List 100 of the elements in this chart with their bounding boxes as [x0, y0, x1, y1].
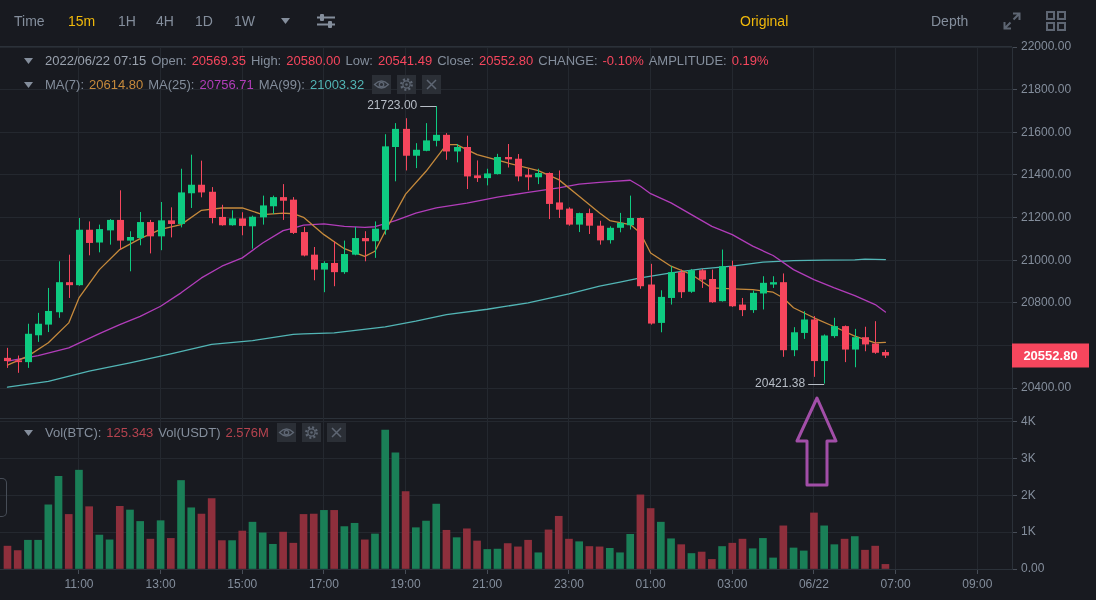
- candlestick: [454, 143, 461, 163]
- candlestick: [699, 268, 706, 289]
- text: 1D: [195, 12, 213, 30]
- annotation: 20580.00: [286, 52, 341, 70]
- bar: [54, 476, 63, 569]
- candlestick: [852, 328, 859, 368]
- annotation: 0.19%: [731, 52, 769, 70]
- bar: [779, 525, 788, 569]
- candlestick: [249, 215, 256, 250]
- candlestick: [280, 183, 287, 221]
- annotation: 21003.32: [309, 75, 365, 94]
- bar: [687, 553, 696, 569]
- bar: [738, 538, 747, 569]
- bar: [463, 528, 471, 569]
- annotation: Low:: [345, 52, 373, 70]
- y-tick-label: 3K: [1021, 450, 1036, 465]
- candlestick: [301, 226, 308, 257]
- bar: [728, 542, 737, 569]
- candlestick: [872, 320, 879, 355]
- candlestick: [556, 169, 563, 219]
- candlestick: [188, 154, 195, 209]
- bar: [95, 534, 104, 569]
- bar: [228, 540, 236, 569]
- y-tick-label: 0.00: [1021, 561, 1045, 576]
- bar: [177, 480, 185, 569]
- x-tick-label: 13:00: [145, 576, 176, 591]
- candlestick: [372, 220, 379, 259]
- text: Time: [14, 12, 45, 30]
- candlestick: [413, 142, 420, 169]
- bar: [115, 505, 124, 569]
- bar: [850, 536, 859, 569]
- bar: [514, 546, 522, 569]
- bar: [330, 510, 338, 569]
- candlestick: [158, 201, 165, 251]
- bar: [432, 503, 441, 569]
- annotation: MA(99):: [258, 75, 305, 94]
- bar: [3, 545, 12, 569]
- bar: [197, 513, 206, 569]
- text: 1H: [118, 12, 136, 30]
- bar: [799, 550, 808, 569]
- candlestick: [831, 317, 838, 339]
- annotation: CHANGE:: [538, 52, 598, 70]
- candlestick: [147, 219, 154, 254]
- bar: [401, 491, 410, 569]
- annotation: Close:: [437, 52, 475, 70]
- bar: [360, 539, 369, 569]
- bar: [13, 550, 22, 569]
- candlestick: [688, 268, 695, 294]
- candlestick: [352, 226, 359, 256]
- candlestick: [168, 206, 175, 238]
- bar: [156, 520, 165, 569]
- candlestick: [107, 218, 114, 246]
- bar: [412, 527, 420, 569]
- bar: [708, 559, 716, 569]
- bar: [85, 506, 93, 569]
- y-tick-label: 21400.00: [1021, 167, 1072, 182]
- candlestick: [515, 153, 522, 182]
- candlestick: [443, 132, 450, 161]
- text: 20552.80: [1023, 347, 1078, 363]
- bar: [810, 512, 818, 569]
- candlestick: [862, 326, 869, 352]
- bar: [605, 548, 614, 569]
- candlestick: [219, 204, 226, 227]
- bar: [473, 540, 481, 569]
- annotation: Open:: [151, 52, 187, 70]
- bar: [697, 551, 706, 569]
- x-tick-label: 07:00: [880, 576, 911, 591]
- candlestick: [709, 269, 716, 304]
- text: 15m: [68, 12, 96, 30]
- bar: [166, 538, 175, 569]
- bar: [248, 521, 257, 569]
- y-tick-label: 20400.00: [1021, 380, 1072, 395]
- bar: [677, 544, 686, 569]
- candlestick: [739, 297, 746, 317]
- bar: [309, 513, 318, 569]
- candlestick: [96, 224, 103, 253]
- candlestick: [750, 290, 757, 314]
- x-tick-label: 23:00: [553, 576, 585, 591]
- x-tick-label: 01:00: [635, 576, 666, 591]
- bar: [483, 549, 492, 569]
- bar: [289, 542, 298, 569]
- annotation: MA(25):: [148, 75, 195, 94]
- candlestick: [392, 122, 399, 182]
- annotation: 2022/06/22 07:15: [45, 52, 147, 70]
- x-tick-label: 17:00: [308, 576, 340, 591]
- annotation: 2.576M: [225, 423, 269, 442]
- x-tick-label: 06/22: [798, 576, 830, 591]
- bar: [340, 526, 349, 569]
- candlestick: [586, 208, 593, 235]
- candlestick: [127, 230, 134, 272]
- x-tick-label: 11:00: [64, 576, 94, 591]
- candlestick: [597, 220, 604, 246]
- text: Original: [740, 12, 789, 30]
- bar: [238, 530, 247, 569]
- candlestick: [474, 159, 481, 183]
- bar: [820, 525, 828, 569]
- bar: [279, 531, 287, 569]
- candlestick: [617, 212, 624, 233]
- y-tick-label: 21200.00: [1021, 209, 1072, 224]
- y-tick-label: 2K: [1021, 487, 1036, 502]
